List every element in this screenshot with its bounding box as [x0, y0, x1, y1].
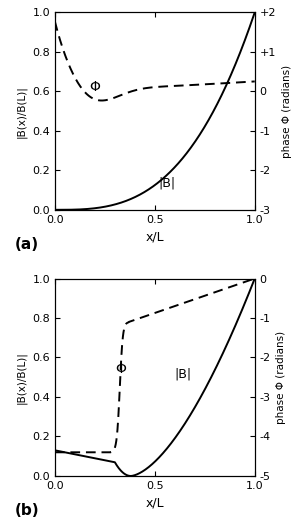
Text: |B|: |B|: [175, 367, 192, 380]
X-axis label: x/L: x/L: [146, 496, 164, 509]
Y-axis label: phase Φ (radians): phase Φ (radians): [282, 64, 292, 158]
Text: |B|: |B|: [159, 176, 176, 189]
Text: (a): (a): [15, 237, 39, 253]
Text: (b): (b): [15, 504, 40, 518]
Text: $\Phi$: $\Phi$: [89, 80, 101, 94]
Y-axis label: |B(x)/B(L)|: |B(x)/B(L)|: [16, 351, 27, 403]
Y-axis label: phase Φ (radians): phase Φ (radians): [276, 331, 286, 424]
X-axis label: x/L: x/L: [146, 230, 164, 243]
Text: $\Phi$: $\Phi$: [115, 362, 127, 376]
Y-axis label: |B(x)/B(L)|: |B(x)/B(L)|: [16, 85, 27, 137]
